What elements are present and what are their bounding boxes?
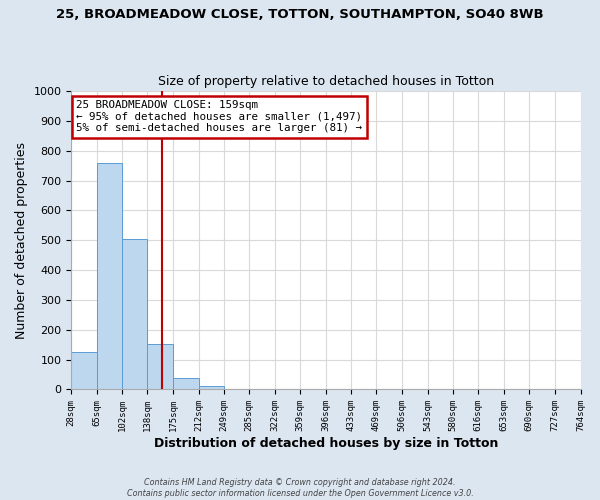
Bar <box>148 344 173 390</box>
Bar <box>199 386 224 390</box>
Y-axis label: Number of detached properties: Number of detached properties <box>15 142 28 339</box>
Title: Size of property relative to detached houses in Totton: Size of property relative to detached ho… <box>158 76 494 88</box>
Text: 25, BROADMEADOW CLOSE, TOTTON, SOUTHAMPTON, SO40 8WB: 25, BROADMEADOW CLOSE, TOTTON, SOUTHAMPT… <box>56 8 544 20</box>
Bar <box>97 162 122 390</box>
Bar <box>71 352 97 390</box>
Bar <box>122 239 148 390</box>
X-axis label: Distribution of detached houses by size in Totton: Distribution of detached houses by size … <box>154 437 498 450</box>
Text: Contains HM Land Registry data © Crown copyright and database right 2024.
Contai: Contains HM Land Registry data © Crown c… <box>127 478 473 498</box>
Bar <box>173 378 199 390</box>
Text: 25 BROADMEADOW CLOSE: 159sqm
← 95% of detached houses are smaller (1,497)
5% of : 25 BROADMEADOW CLOSE: 159sqm ← 95% of de… <box>76 100 362 133</box>
